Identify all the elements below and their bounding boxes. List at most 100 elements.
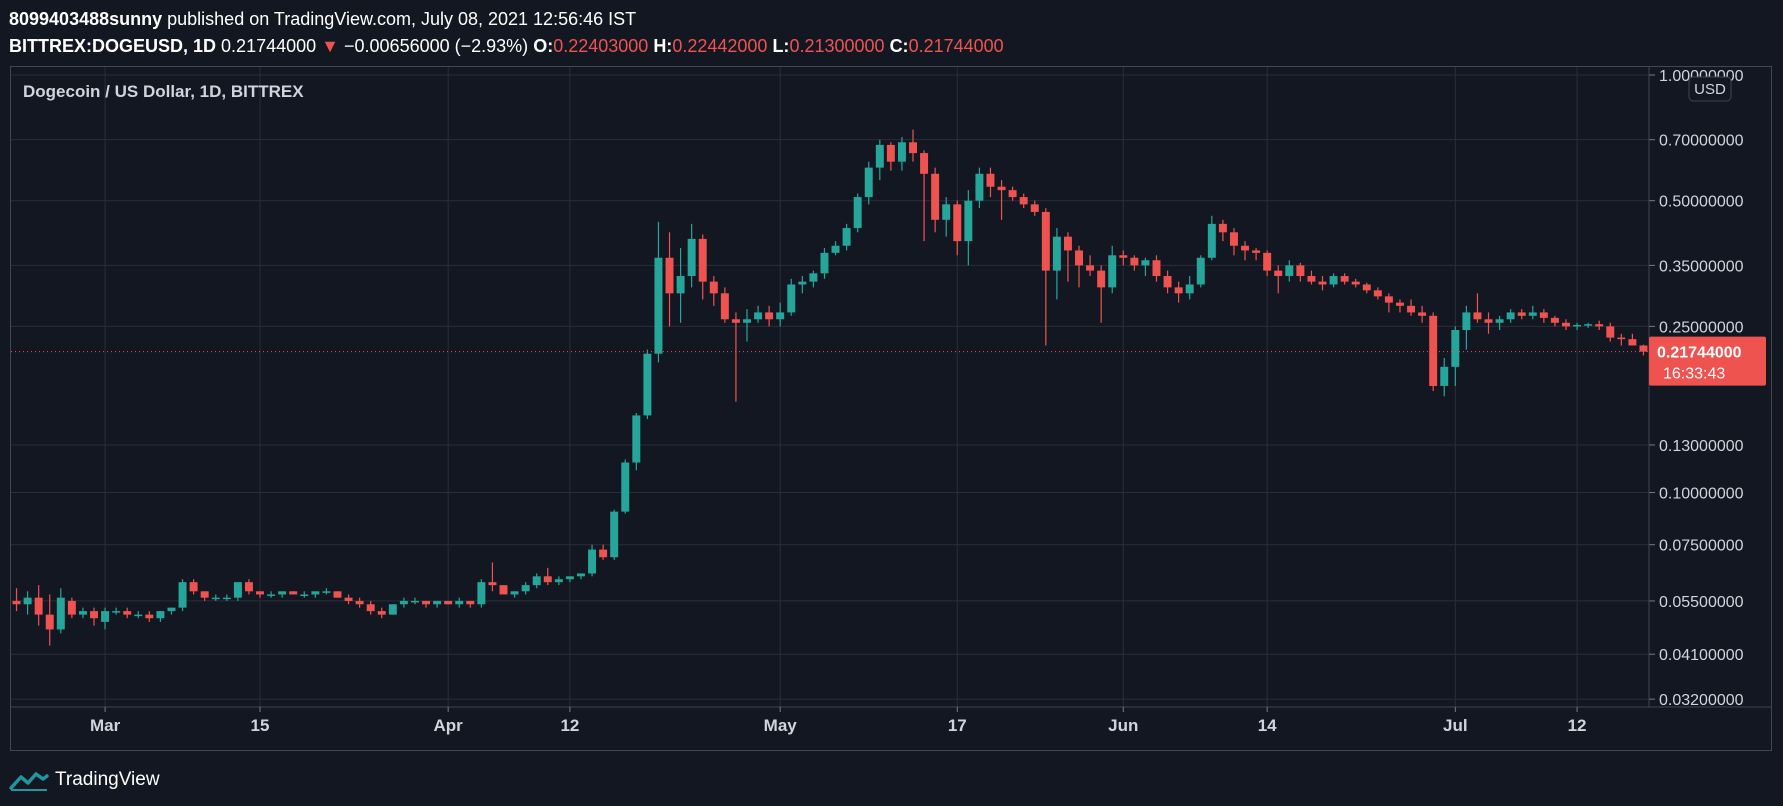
candle[interactable] xyxy=(300,591,309,598)
footer-brand[interactable]: TradingView xyxy=(55,769,160,790)
candle[interactable] xyxy=(621,459,630,514)
candle[interactable] xyxy=(1097,265,1106,323)
candle[interactable] xyxy=(1595,320,1604,331)
candle[interactable] xyxy=(1440,357,1449,397)
candle[interactable] xyxy=(554,576,563,586)
candle[interactable] xyxy=(211,594,220,601)
candle[interactable] xyxy=(632,413,641,471)
candle[interactable] xyxy=(532,573,541,589)
candle[interactable] xyxy=(167,607,176,615)
candles-group[interactable] xyxy=(11,129,1649,646)
candle[interactable] xyxy=(244,579,253,595)
time-axis[interactable]: Mar 15 Apr 12 May 17 Jun 14 Jul 12 xyxy=(11,706,1771,735)
candle[interactable] xyxy=(875,139,884,181)
candle[interactable] xyxy=(831,241,840,256)
candle[interactable] xyxy=(90,607,98,626)
candle[interactable] xyxy=(1185,276,1194,300)
candle[interactable] xyxy=(1263,250,1272,277)
candle[interactable] xyxy=(1218,219,1227,242)
candle[interactable] xyxy=(322,588,331,595)
candle[interactable] xyxy=(1130,255,1139,271)
candle[interactable] xyxy=(1052,228,1061,300)
candle[interactable] xyxy=(909,129,917,162)
candle[interactable] xyxy=(1362,282,1371,294)
candle[interactable] xyxy=(1373,287,1382,300)
candle[interactable] xyxy=(654,221,663,363)
candle[interactable] xyxy=(588,544,597,577)
candle[interactable] xyxy=(610,509,619,560)
candle[interactable] xyxy=(1473,293,1482,323)
candle[interactable] xyxy=(676,248,685,323)
candle[interactable] xyxy=(1517,309,1526,320)
candle[interactable] xyxy=(1119,250,1128,266)
candle[interactable] xyxy=(1063,232,1072,282)
candle[interactable] xyxy=(78,607,87,619)
candle[interactable] xyxy=(720,287,729,323)
candle[interactable] xyxy=(1617,333,1626,346)
candle[interactable] xyxy=(1019,193,1028,209)
candle[interactable] xyxy=(776,302,785,327)
candle[interactable] xyxy=(1329,273,1338,288)
candle[interactable] xyxy=(853,193,862,233)
candle[interactable] xyxy=(698,234,707,300)
candle[interactable] xyxy=(643,349,652,420)
candle[interactable] xyxy=(1141,257,1150,277)
candle[interactable] xyxy=(333,591,342,598)
candle[interactable] xyxy=(189,579,198,595)
candle[interactable] xyxy=(886,142,895,171)
candle[interactable] xyxy=(222,594,231,601)
candle[interactable] xyxy=(1506,309,1515,323)
candle[interactable] xyxy=(1407,299,1416,316)
candle[interactable] xyxy=(576,573,585,580)
candle[interactable] xyxy=(897,137,906,171)
candle[interactable] xyxy=(743,309,751,342)
candle[interactable] xyxy=(377,607,386,619)
tradingview-logo-icon[interactable] xyxy=(9,768,49,792)
candle[interactable] xyxy=(67,597,76,619)
candle[interactable] xyxy=(444,600,453,605)
candle[interactable] xyxy=(1207,215,1216,261)
candle[interactable] xyxy=(366,600,375,615)
candle[interactable] xyxy=(1573,322,1582,331)
candle[interactable] xyxy=(543,567,552,586)
candle[interactable] xyxy=(798,276,807,294)
candle[interactable] xyxy=(731,312,740,402)
candle[interactable] xyxy=(1307,270,1316,285)
candle[interactable] xyxy=(477,579,486,608)
candle[interactable] xyxy=(1429,312,1438,392)
candle[interactable] xyxy=(1562,319,1570,331)
candle[interactable] xyxy=(23,591,32,615)
candle[interactable] xyxy=(521,582,530,595)
candle[interactable] xyxy=(820,248,829,279)
candle[interactable] xyxy=(278,591,287,598)
candle[interactable] xyxy=(145,611,154,622)
candle[interactable] xyxy=(422,600,431,608)
candle[interactable] xyxy=(709,276,718,306)
candle[interactable] xyxy=(134,611,143,619)
candle[interactable] xyxy=(1418,305,1427,323)
candle[interactable] xyxy=(256,591,265,598)
candle[interactable] xyxy=(964,190,973,266)
candle[interactable] xyxy=(1606,322,1615,342)
candle[interactable] xyxy=(45,594,54,646)
candle[interactable] xyxy=(388,604,397,615)
candle[interactable] xyxy=(1528,305,1537,320)
candle[interactable] xyxy=(499,585,508,595)
candle[interactable] xyxy=(975,167,984,209)
candle[interactable] xyxy=(178,579,187,612)
candle[interactable] xyxy=(1030,200,1039,216)
publisher-name[interactable]: 8099403488sunny xyxy=(9,9,163,29)
candle[interactable] xyxy=(842,223,851,251)
candle[interactable] xyxy=(1384,293,1393,313)
price-axis[interactable]: 1.000000000.700000000.500000000.35000000… xyxy=(1648,67,1744,709)
candle[interactable] xyxy=(599,544,608,560)
candle[interactable] xyxy=(1196,255,1205,288)
candle[interactable] xyxy=(809,270,818,288)
candle[interactable] xyxy=(56,588,65,634)
candle[interactable] xyxy=(200,591,209,601)
candle[interactable] xyxy=(1285,260,1294,282)
candle[interactable] xyxy=(765,305,774,327)
candle[interactable] xyxy=(942,197,951,237)
candle[interactable] xyxy=(123,607,132,619)
candle[interactable] xyxy=(101,607,110,630)
